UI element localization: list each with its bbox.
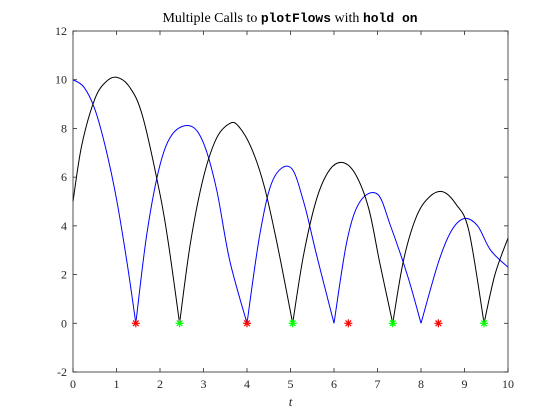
x-tick-label: 7 — [375, 377, 381, 391]
title-segment-3: hold on — [363, 11, 418, 26]
x-tick-label: 1 — [114, 377, 120, 391]
title-segment-0: Multiple Calls to — [162, 11, 260, 26]
y-tick-label: 8 — [61, 121, 67, 135]
chart-title: Multiple Calls to plotFlows with hold on — [162, 11, 417, 26]
marker-layer — [131, 319, 489, 328]
asterisk-marker-5 — [388, 319, 397, 328]
x-tick-label: 8 — [418, 377, 424, 391]
asterisk-marker-6 — [434, 319, 443, 328]
asterisk-marker-7 — [480, 319, 489, 328]
x-axis-label: t — [289, 394, 293, 409]
y-tick-label: 12 — [55, 24, 67, 38]
series-line-1 — [72, 76, 509, 324]
title-segment-2: with — [331, 11, 363, 26]
asterisk-marker-2 — [243, 319, 251, 328]
x-tick-label: 0 — [70, 377, 76, 391]
asterisk-marker-4 — [344, 319, 353, 328]
y-tick-label: 0 — [61, 316, 67, 330]
series-line-0 — [72, 79, 509, 324]
x-tick-label: 4 — [244, 377, 250, 391]
series-layer — [72, 76, 509, 324]
y-tick-label: 10 — [55, 73, 67, 87]
asterisk-marker-3 — [288, 319, 297, 328]
y-tick-label: 2 — [61, 268, 67, 282]
y-tick-label: 6 — [61, 170, 67, 184]
y-tick-label: -2 — [57, 365, 67, 379]
x-tick-label: 5 — [288, 377, 294, 391]
x-tick-label: 3 — [201, 377, 207, 391]
x-tick-label: 6 — [331, 377, 337, 391]
asterisk-marker-0 — [131, 319, 140, 328]
title-segment-1: plotFlows — [261, 11, 331, 26]
x-tick-label: 10 — [502, 377, 514, 391]
asterisk-marker-1 — [175, 319, 184, 328]
y-tick-label: 4 — [61, 219, 67, 233]
x-tick-label: 2 — [157, 377, 163, 391]
x-tick-label: 9 — [462, 377, 468, 391]
